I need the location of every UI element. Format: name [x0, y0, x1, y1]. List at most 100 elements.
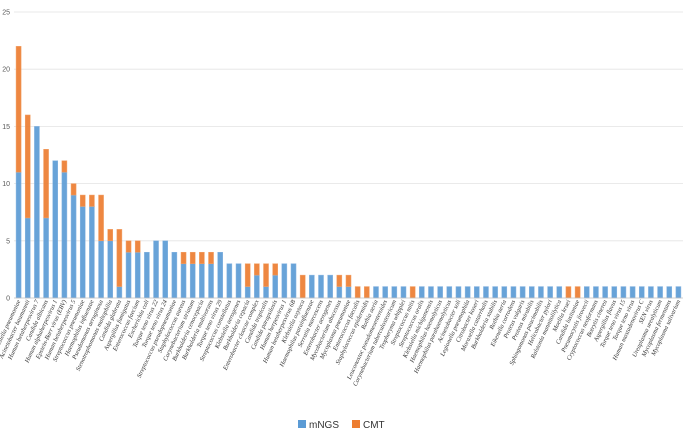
bar-cmt — [89, 194, 95, 207]
bar-cmt — [189, 251, 196, 264]
y-tick-label: 0 — [6, 296, 10, 303]
bar-cmt — [125, 240, 132, 253]
bar-mngs — [666, 286, 673, 299]
bar-mngs — [519, 286, 526, 299]
bar-mngs — [419, 286, 425, 299]
bar-mngs — [15, 171, 22, 299]
bar-mngs — [529, 286, 535, 299]
y-tick-label: 20 — [2, 67, 10, 74]
bar-cmt — [70, 183, 77, 196]
bar-mngs — [556, 286, 563, 299]
bar-cmt — [345, 274, 352, 287]
bar-cmt — [116, 229, 123, 287]
bar-mngs — [464, 286, 471, 299]
bar-cmt — [299, 274, 306, 299]
bar-mngs — [226, 263, 233, 299]
bar-mngs — [648, 286, 654, 299]
bar-cmt — [336, 274, 343, 287]
bar-mngs — [428, 286, 434, 299]
bar-cmt — [409, 286, 416, 299]
bar-mngs — [437, 286, 443, 299]
y-tick-label: 10 — [2, 181, 10, 188]
bar-mngs — [199, 263, 205, 299]
bar-mngs — [547, 286, 553, 299]
bar-mngs — [272, 274, 278, 299]
bar-mngs — [382, 286, 388, 299]
bar-mngs — [61, 171, 68, 299]
bar-mngs — [79, 206, 86, 299]
bars — [15, 46, 682, 299]
bar-mngs — [373, 286, 379, 299]
bar-mngs — [638, 286, 645, 299]
bar-cmt — [199, 251, 205, 264]
bar-mngs — [492, 286, 498, 299]
bar-cmt — [43, 149, 49, 219]
bar-mngs — [657, 286, 663, 299]
legend-swatch-mngs — [298, 420, 306, 428]
bar-mngs — [217, 251, 223, 299]
bar-mngs — [318, 274, 324, 299]
bar-mngs — [483, 286, 489, 299]
bar-mngs — [125, 251, 132, 299]
bar-cmt — [24, 114, 31, 219]
bar-mngs — [235, 263, 242, 299]
bar-mngs — [180, 263, 187, 299]
bar-cmt — [180, 251, 187, 264]
y-tick-label: 25 — [2, 10, 10, 17]
bar-mngs — [244, 286, 251, 299]
bar-mngs — [501, 286, 508, 299]
bar-mngs — [345, 286, 352, 299]
bar-mngs — [391, 286, 398, 299]
bar-mngs — [162, 240, 168, 299]
y-tick-label: 15 — [2, 124, 10, 131]
bar-cmt — [107, 229, 113, 242]
bar-mngs — [629, 286, 636, 299]
bar-cmt — [208, 251, 214, 264]
bar-mngs — [189, 263, 196, 299]
bar-mngs — [538, 286, 544, 299]
bar-mngs — [89, 206, 95, 299]
bar-cmt — [574, 286, 581, 299]
bar-mngs — [43, 217, 49, 299]
gridlines — [14, 11, 683, 242]
bar-mngs — [474, 286, 480, 299]
bar-cmt — [98, 194, 104, 242]
legend-label-cmt: CMT — [363, 420, 385, 431]
bar-mngs — [400, 286, 407, 299]
bar-mngs — [281, 263, 288, 299]
bar-cmt — [79, 194, 86, 207]
bar-cmt — [61, 160, 68, 173]
bar-cmt — [15, 46, 22, 173]
bar-mngs — [327, 274, 333, 299]
bar-cmt — [354, 286, 361, 299]
bar-cmt — [272, 263, 278, 276]
bar-cmt — [565, 286, 572, 299]
bar-cmt — [254, 263, 260, 276]
bar-mngs — [290, 263, 297, 299]
bar-mngs — [593, 286, 599, 299]
bar-mngs — [602, 286, 608, 299]
bar-mngs — [336, 286, 343, 299]
bar-mngs — [510, 286, 517, 299]
bar-mngs — [24, 217, 31, 299]
bar-mngs — [446, 286, 453, 299]
bar-mngs — [208, 263, 214, 299]
bar-mngs — [144, 251, 150, 299]
bar-mngs — [455, 286, 462, 299]
bar-mngs — [309, 274, 315, 299]
bar-mngs — [153, 240, 159, 299]
bar-mngs — [98, 240, 104, 299]
bar-cmt — [364, 286, 370, 299]
bar-mngs — [620, 286, 627, 299]
bar-mngs — [171, 251, 178, 299]
legend-label-mngs: mNGS — [309, 420, 339, 431]
bar-mngs — [134, 251, 141, 299]
legend-swatch-cmt — [352, 420, 360, 428]
bar-mngs — [34, 126, 40, 299]
bar-mngs — [70, 194, 77, 299]
bar-cmt — [263, 263, 269, 287]
y-tick-label: 5 — [6, 238, 10, 245]
bar-cmt — [244, 263, 251, 287]
